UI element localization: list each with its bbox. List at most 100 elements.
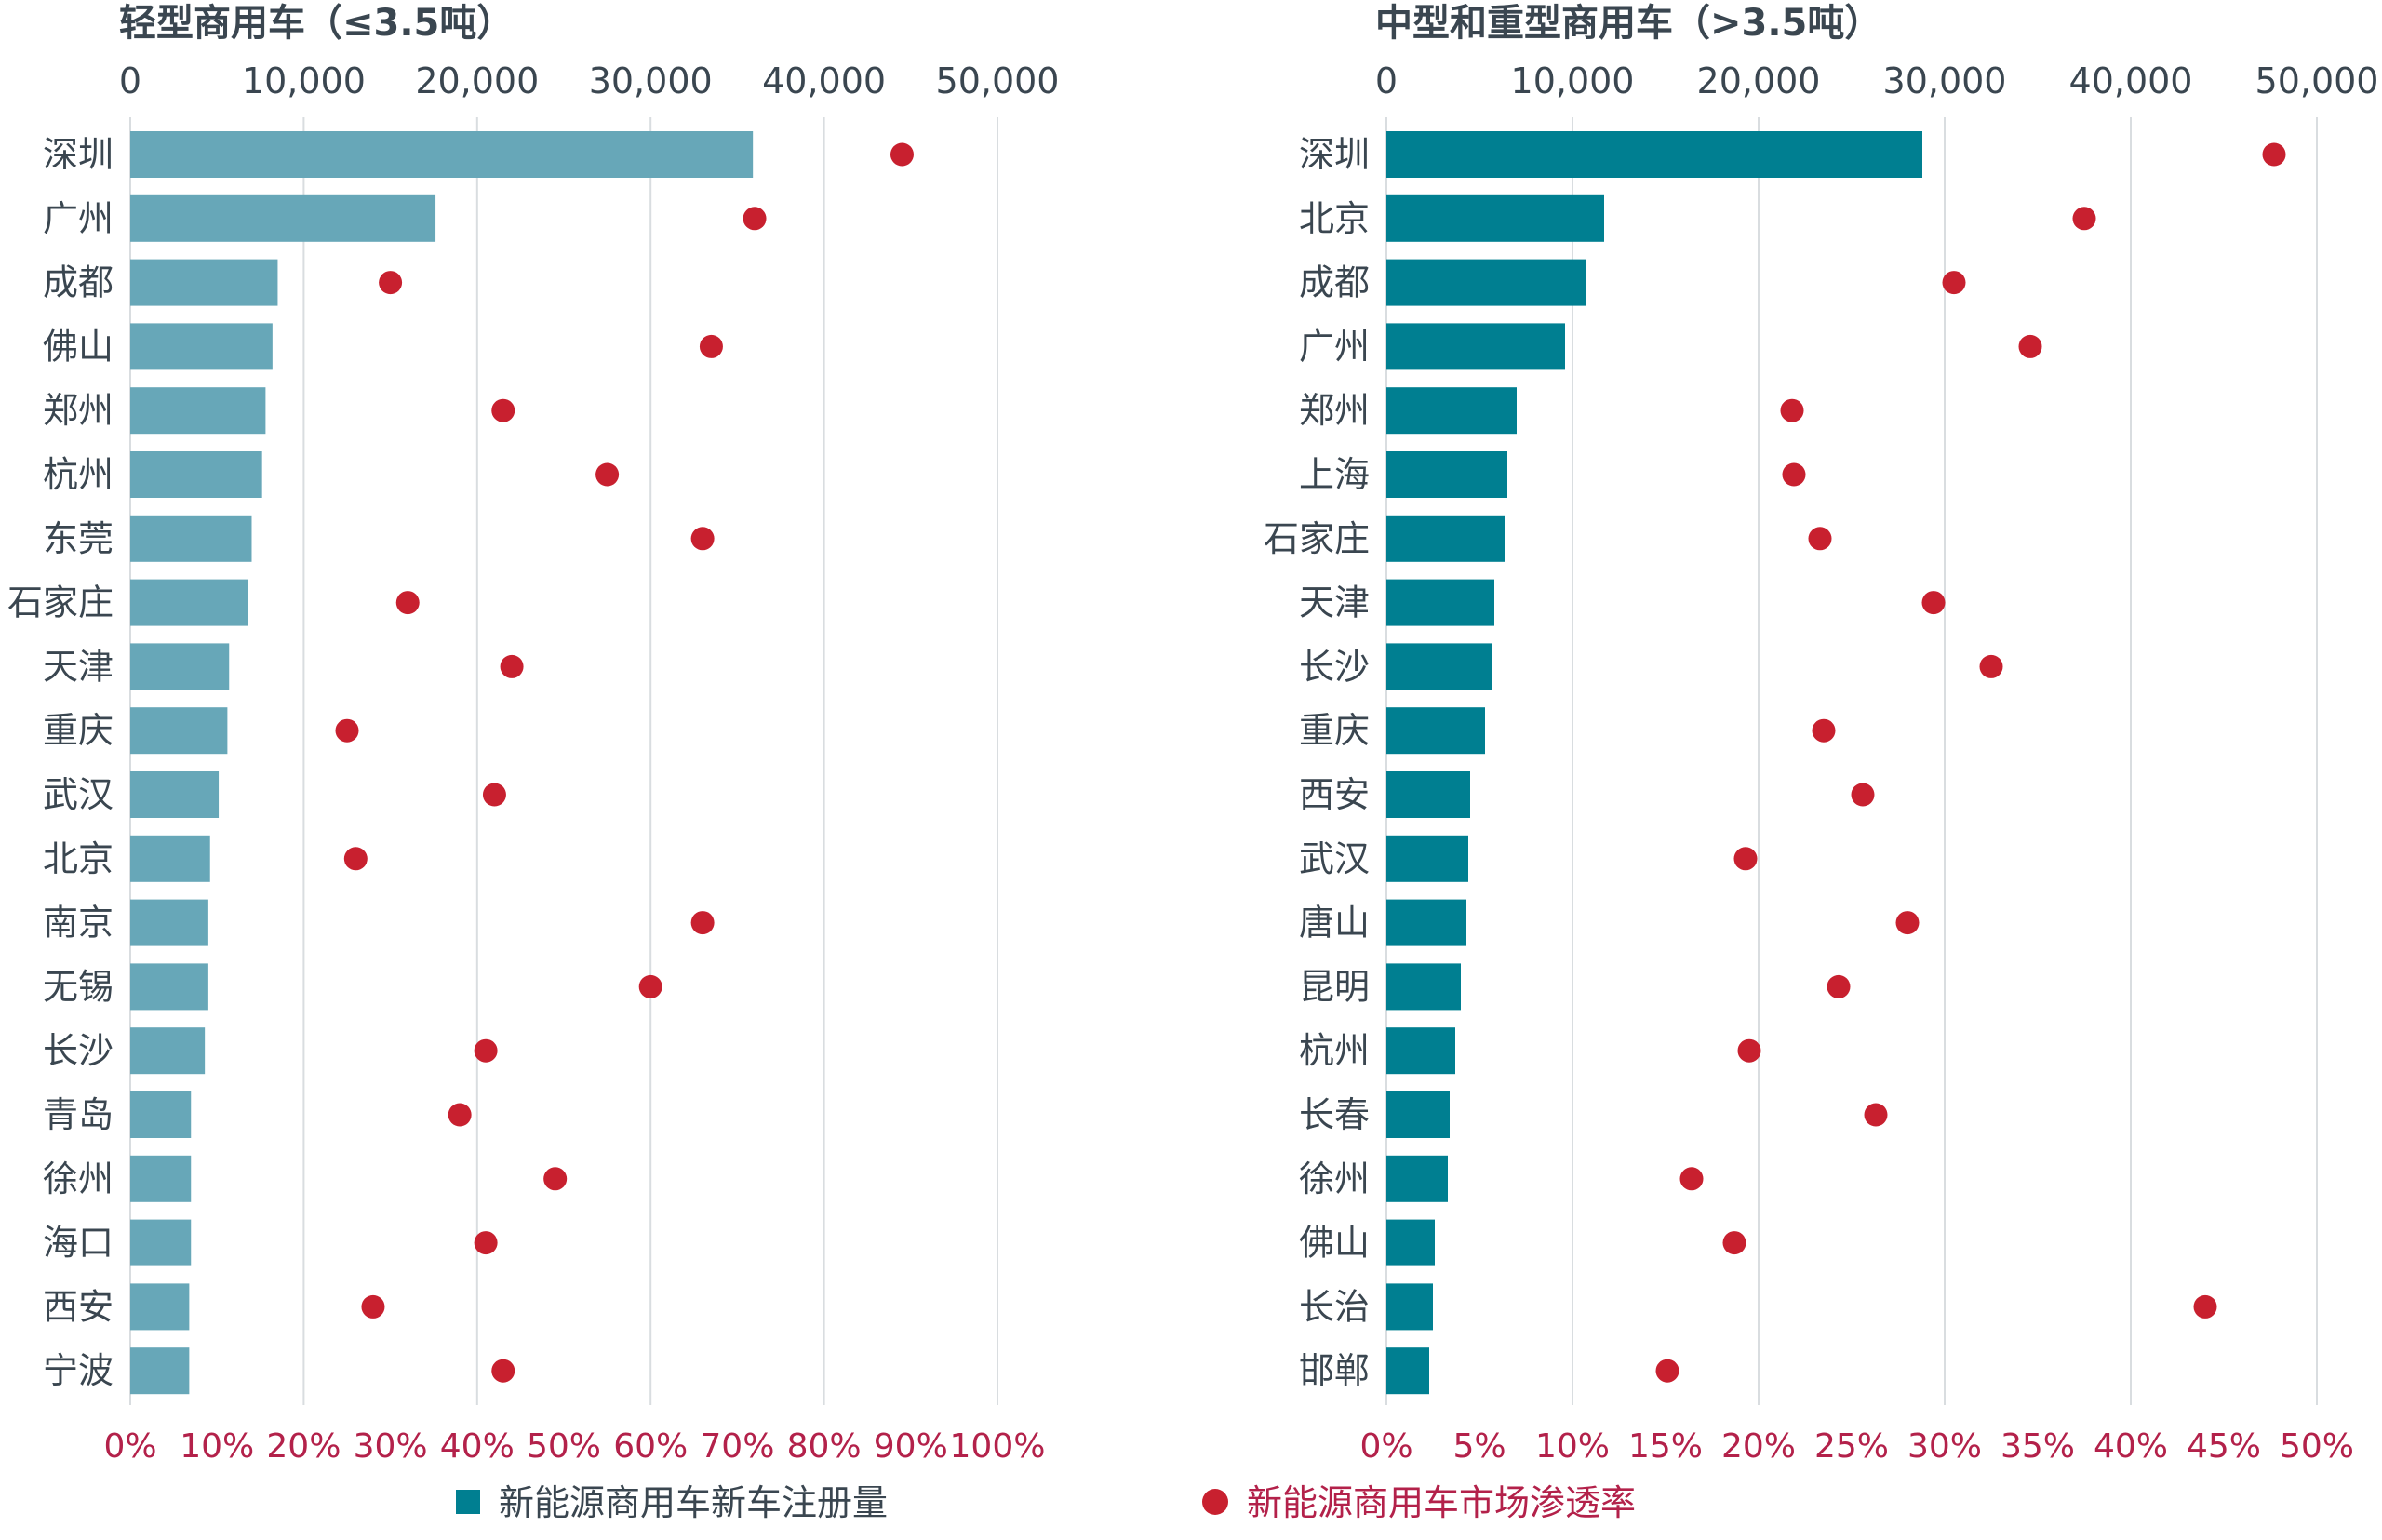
legend-bar-label: 新能源商用车新车注册量	[499, 1482, 888, 1523]
heavy-bar	[1386, 707, 1485, 755]
light-penetration-dot	[890, 142, 914, 167]
heavy-bar	[1386, 387, 1517, 435]
heavy-category-label: 邯郸	[1299, 1350, 1370, 1391]
light-pct-tick-label: 30%	[354, 1427, 428, 1466]
light-penetration-dot	[474, 1231, 498, 1255]
heavy-pct-tick-label: 40%	[2094, 1427, 2168, 1466]
heavy-penetration-dot	[1979, 654, 2003, 678]
heavy-category-label: 重庆	[1299, 710, 1370, 751]
light-penetration-dot	[482, 783, 506, 807]
heavy-x-tick-label: 40,000	[2069, 60, 2193, 101]
heavy-category-label: 广州	[1299, 326, 1370, 367]
heavy-bar	[1386, 771, 1470, 818]
light-category-label: 武汉	[43, 774, 114, 815]
heavy-bar	[1386, 1347, 1429, 1395]
light-pct-tick-label: 100%	[950, 1427, 1046, 1466]
heavy-penetration-dot	[2262, 142, 2286, 167]
heavy-category-label: 郑州	[1299, 390, 1370, 431]
heavy-category-label: 武汉	[1299, 838, 1370, 879]
light-category-label: 郑州	[43, 390, 114, 431]
heavy-pct-tick-label: 10%	[1535, 1427, 1610, 1466]
light-pct-tick-label: 20%	[266, 1427, 341, 1466]
light-category-label: 南京	[43, 903, 114, 944]
light-bar	[130, 387, 266, 435]
light-x-tick-label: 30,000	[589, 60, 713, 101]
light-penetration-dot	[543, 1167, 568, 1191]
light-category-label: 东莞	[43, 518, 114, 559]
light-penetration-dot	[500, 654, 524, 678]
light-category-label: 徐州	[43, 1158, 114, 1199]
light-penetration-dot	[379, 271, 403, 295]
light-category-label: 成都	[43, 262, 114, 303]
light-x-tick-label: 40,000	[762, 60, 886, 101]
light-penetration-dot	[699, 334, 723, 358]
legend-dot-label: 新能源商用车市场渗透率	[1247, 1482, 1636, 1523]
light-x-tick-label: 10,000	[242, 60, 366, 101]
heavy-category-label: 上海	[1299, 454, 1370, 495]
light-penetration-dot	[491, 1359, 515, 1383]
heavy-pct-tick-label: 45%	[2187, 1427, 2261, 1466]
light-pct-tick-label: 70%	[700, 1427, 774, 1466]
light-bar	[130, 515, 252, 562]
light-x-tick-label: 20,000	[415, 60, 539, 101]
light-x-tick-label: 0	[119, 60, 141, 101]
light-bar	[130, 771, 220, 818]
heavy-bar	[1386, 1155, 1448, 1202]
light-category-label: 杭州	[43, 454, 114, 495]
heavy-bar	[1386, 643, 1492, 690]
light-penetration-dot	[743, 207, 767, 231]
light-penetration-dot	[474, 1038, 498, 1063]
light-category-label: 佛山	[43, 326, 114, 367]
heavy-penetration-dot	[1722, 1231, 1746, 1255]
light-bar	[130, 1155, 192, 1202]
heavy-category-label: 唐山	[1299, 903, 1370, 944]
light-bar	[130, 1091, 192, 1138]
heavy-pct-tick-label: 50%	[2280, 1427, 2354, 1466]
heavy-bar	[1386, 131, 1922, 178]
heavy-bar	[1386, 1091, 1450, 1138]
heavy-category-label: 昆明	[1299, 966, 1370, 1007]
light-pct-tick-label: 90%	[874, 1427, 948, 1466]
light-bar	[130, 194, 436, 242]
heavy-penetration-dot	[1864, 1103, 1888, 1127]
heavy-category-label: 西安	[1299, 774, 1370, 815]
light-bar	[130, 1219, 192, 1266]
light-penetration-dot	[335, 718, 359, 743]
light-penetration-dot	[596, 462, 620, 487]
light-bar	[130, 643, 230, 690]
heavy-category-label: 成都	[1299, 262, 1370, 303]
light-pct-tick-label: 80%	[787, 1427, 862, 1466]
heavy-penetration-dot	[1851, 783, 1875, 807]
light-penetration-dot	[491, 398, 515, 422]
heavy-category-label: 徐州	[1299, 1158, 1370, 1199]
heavy-x-tick-label: 30,000	[1883, 60, 2007, 101]
light-bar	[130, 451, 262, 498]
light-penetration-dot	[448, 1103, 472, 1127]
light-pct-tick-label: 60%	[613, 1427, 688, 1466]
heavy-bar	[1386, 323, 1565, 370]
heavy-bar	[1386, 1219, 1435, 1266]
heavy-category-label: 石家庄	[1264, 518, 1370, 559]
heavy-bar	[1386, 835, 1468, 882]
heavy-x-tick-label: 10,000	[1511, 60, 1635, 101]
heavy-pct-tick-label: 25%	[1814, 1427, 1889, 1466]
light-x-tick-label: 50,000	[936, 60, 1060, 101]
heavy-penetration-dot	[1827, 974, 1851, 998]
heavy-pct-tick-label: 15%	[1628, 1427, 1703, 1466]
light-bar	[130, 1347, 190, 1395]
light-bar	[130, 707, 228, 755]
heavy-penetration-dot	[2018, 334, 2042, 358]
light-penetration-dot	[638, 974, 662, 998]
light-category-label: 重庆	[43, 710, 114, 751]
heavy-category-label: 天津	[1299, 583, 1370, 623]
light-pct-tick-label: 0%	[103, 1427, 156, 1466]
heavy-bar	[1386, 899, 1466, 946]
heavy-chart-title: 中型和重型商用车（>3.5吨）	[1375, 2, 1881, 45]
heavy-penetration-dot	[1782, 462, 1806, 487]
heavy-bar	[1386, 963, 1461, 1011]
heavy-bar	[1386, 579, 1494, 626]
heavy-penetration-dot	[1808, 527, 1832, 551]
light-penetration-dot	[690, 911, 715, 935]
light-category-label: 石家庄	[7, 583, 114, 623]
